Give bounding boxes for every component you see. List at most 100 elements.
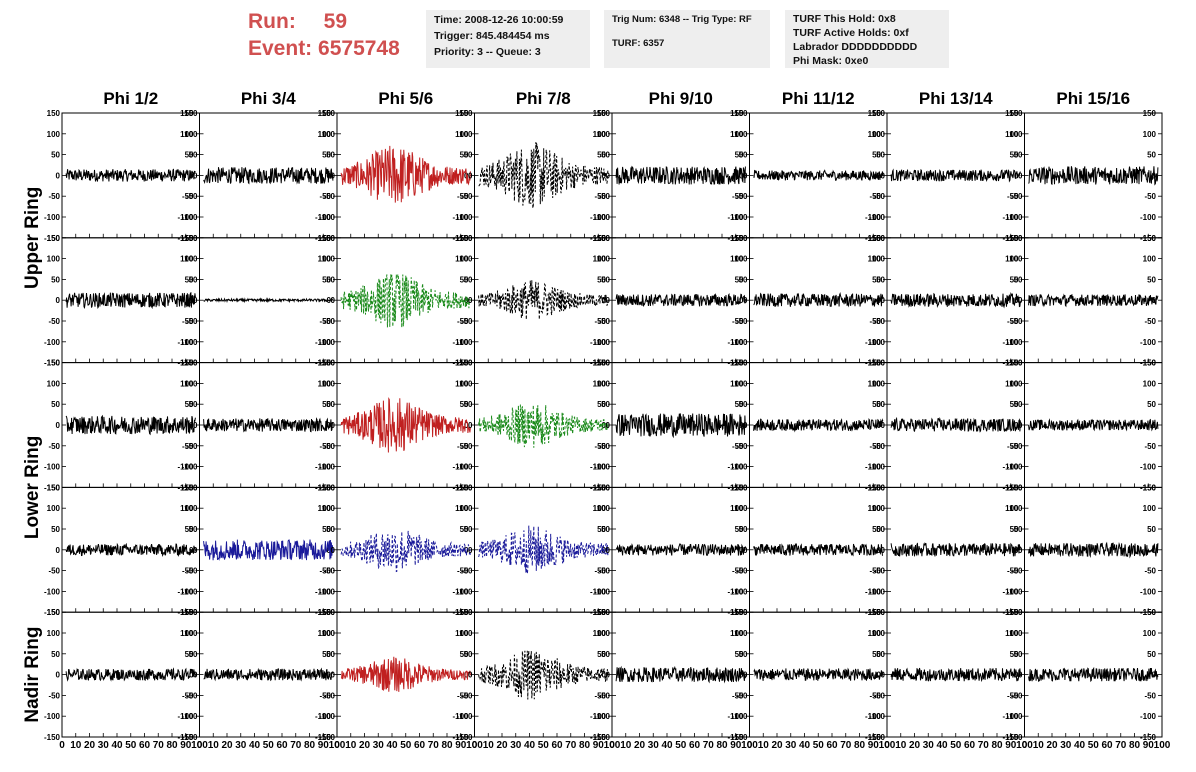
y-tick-label: -50	[869, 317, 881, 326]
y-tick-label: 50	[735, 400, 744, 409]
y-tick-label: -100	[1006, 463, 1023, 472]
y-tick-label: -50	[736, 567, 748, 576]
y-tick-label: 100	[47, 130, 61, 139]
x-tick-label: 30	[235, 740, 247, 751]
y-tick-label: -50	[598, 567, 610, 576]
y-tick-label: -100	[727, 338, 744, 347]
labrador-text: Labrador DDDDDDDDDD	[793, 41, 918, 53]
x-tick-label: 10	[70, 740, 82, 751]
y-tick-label: 150	[184, 234, 198, 243]
y-tick-label: 0	[881, 171, 886, 180]
y-tick-label: 0	[877, 671, 882, 680]
waveform-line	[478, 142, 609, 209]
y-tick-label: -100	[869, 338, 886, 347]
y-tick-label: -150	[727, 359, 744, 368]
y-tick-label: -100	[727, 463, 744, 472]
y-tick-label: 150	[734, 234, 748, 243]
y-tick-label: -50	[319, 317, 331, 326]
x-tick-label: 50	[813, 740, 825, 751]
y-tick-label: -50	[182, 442, 194, 451]
waveform-line	[615, 165, 746, 185]
y-tick-label: 150	[1005, 234, 1019, 243]
y-tick-label: 50	[189, 650, 198, 659]
y-tick-label: -150	[319, 359, 336, 368]
x-tick-label: 80	[304, 740, 316, 751]
y-tick-label: 100	[47, 504, 61, 513]
y-tick-label: -100	[865, 213, 882, 222]
y-tick-label: 150	[47, 109, 61, 118]
run-line: Run: 59	[248, 8, 418, 35]
x-tick-label: 90	[868, 740, 880, 751]
time-info-box: Time: 2008-12-26 10:00:59 Trigger: 845.4…	[426, 10, 590, 68]
x-tick-label: 10	[208, 740, 220, 751]
y-tick-label: 100	[318, 379, 332, 388]
y-tick-label: 150	[459, 608, 473, 617]
y-tick-label: 150	[455, 608, 469, 617]
y-tick-label: 50	[872, 650, 881, 659]
y-tick-label: -50	[732, 567, 744, 576]
y-tick-label: -100	[177, 338, 194, 347]
y-tick-label: 0	[606, 671, 611, 680]
waveform-line	[203, 167, 334, 185]
y-tick-label: 50	[735, 650, 744, 659]
y-tick-label: -100	[731, 712, 748, 721]
event-value: 6575748	[318, 37, 400, 60]
x-tick-label: 50	[125, 740, 137, 751]
priority-text: Priority: 3 -- Queue: 3	[434, 46, 541, 58]
y-tick-label: 150	[1009, 359, 1023, 368]
y-tick-label: -100	[44, 463, 61, 472]
y-tick-label: 0	[56, 421, 61, 430]
waveform-line	[890, 667, 1021, 683]
waveform-line	[1028, 166, 1159, 186]
y-tick-label: 100	[734, 504, 748, 513]
waveform-line	[890, 542, 1021, 557]
y-tick-label: -100	[594, 338, 611, 347]
x-tick-label: 90	[455, 740, 467, 751]
y-tick-label: 50	[185, 151, 194, 160]
y-tick-label: 100	[593, 629, 607, 638]
y-tick-label: 50	[739, 650, 748, 659]
y-tick-label: 100	[597, 130, 611, 139]
y-tick-label: -50	[598, 317, 610, 326]
y-tick-label: 50	[322, 151, 331, 160]
y-tick-label: 100	[455, 255, 469, 264]
y-tick-label: -100	[181, 463, 198, 472]
y-tick-label: 50	[735, 525, 744, 534]
y-tick-label: 0	[331, 421, 336, 430]
y-tick-label: -100	[315, 463, 332, 472]
y-tick-label: -50	[323, 317, 335, 326]
y-tick-label: 150	[868, 608, 882, 617]
y-tick-label: 150	[1143, 109, 1157, 118]
x-tick-label: 60	[551, 740, 563, 751]
waveform-line	[65, 292, 196, 310]
y-tick-label: 150	[734, 109, 748, 118]
y-tick-label: -100	[319, 213, 336, 222]
y-tick-label: 100	[180, 629, 194, 638]
y-tick-label: 150	[318, 608, 332, 617]
y-tick-label: -50	[323, 442, 335, 451]
y-tick-label: 0	[1018, 296, 1023, 305]
y-tick-label: 100	[730, 255, 744, 264]
y-tick-label: 0	[56, 546, 61, 555]
y-tick-label: 100	[734, 379, 748, 388]
y-tick-label: 0	[881, 296, 886, 305]
y-tick-label: 50	[597, 525, 606, 534]
y-tick-label: -100	[44, 587, 61, 596]
y-tick-label: 100	[1005, 130, 1019, 139]
y-tick-label: 0	[468, 671, 473, 680]
y-tick-label: 50	[326, 400, 335, 409]
y-tick-label: -150	[727, 483, 744, 492]
y-tick-label: -150	[1002, 359, 1019, 368]
y-tick-label: 100	[872, 255, 886, 264]
y-tick-label: -100	[315, 338, 332, 347]
x-tick-label: 10	[758, 740, 770, 751]
y-tick-label: 0	[1018, 546, 1023, 555]
y-tick-label: 150	[184, 483, 198, 492]
y-tick-label: -50	[319, 691, 331, 700]
y-tick-label: -50	[457, 317, 469, 326]
